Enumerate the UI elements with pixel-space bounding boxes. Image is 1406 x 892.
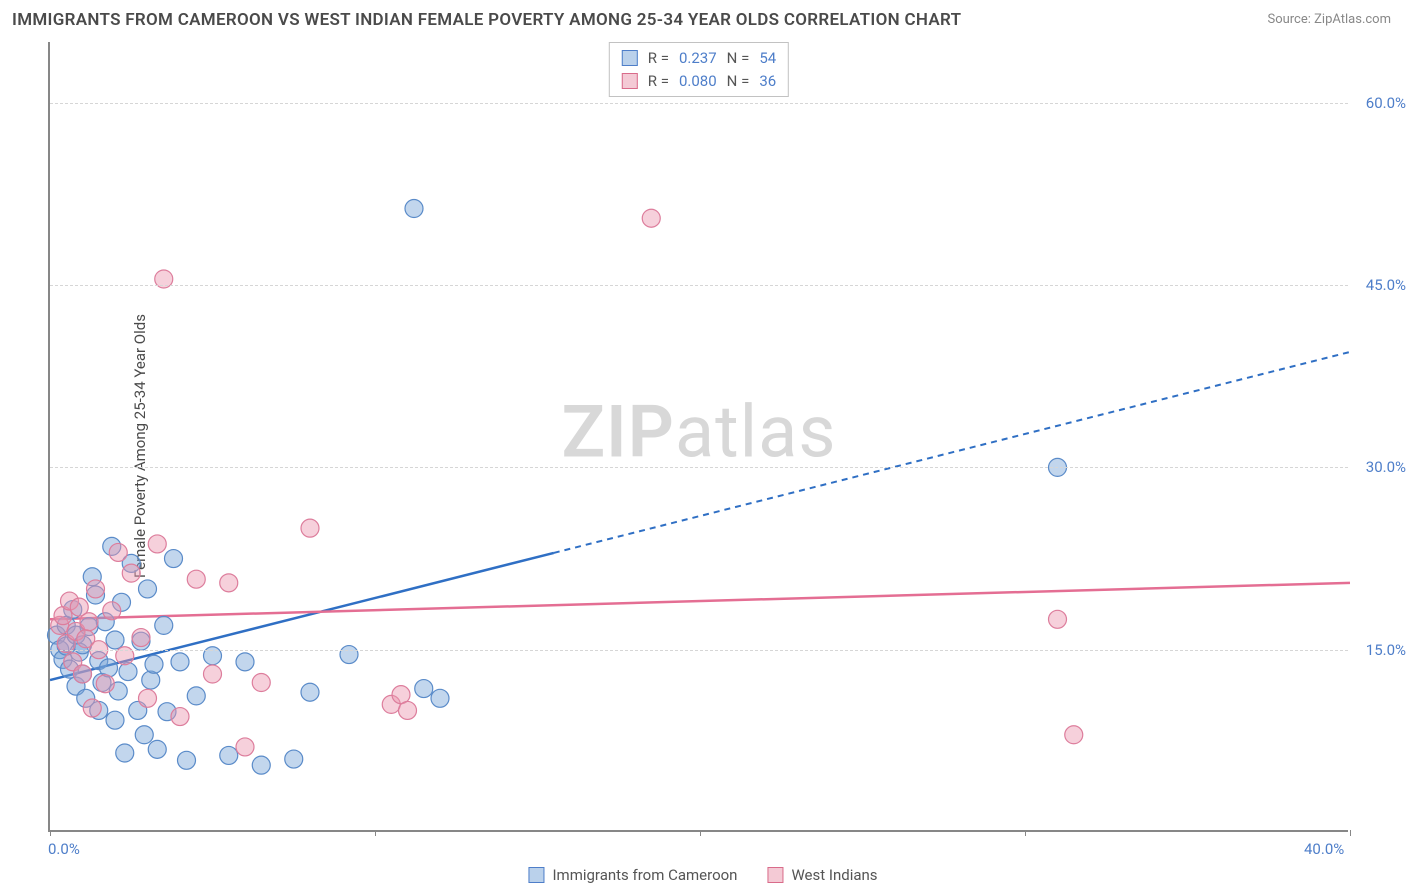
data-point [80, 613, 98, 631]
legend-row-pink: R = 0.080 N = 36 [622, 70, 776, 93]
legend-item-cameroon: Immigrants from Cameroon [528, 866, 737, 884]
data-point [187, 570, 205, 588]
legend-label-westindian: West Indians [791, 866, 877, 884]
data-point [148, 740, 166, 758]
y-tick-label: 15.0% [1366, 641, 1406, 659]
data-point [103, 602, 121, 620]
data-point [109, 543, 127, 561]
gridline [50, 285, 1348, 286]
data-point [87, 580, 105, 598]
data-point [187, 687, 205, 705]
x-tick [1350, 830, 1351, 836]
n-value-pink: 36 [759, 70, 776, 93]
data-point [642, 209, 660, 227]
x-tick-label: 0.0% [48, 840, 80, 858]
x-tick [50, 830, 51, 836]
data-point [148, 535, 166, 553]
regression-line-dashed [554, 352, 1350, 553]
data-point [252, 756, 270, 774]
legend-item-westindian: West Indians [767, 866, 877, 884]
legend-label-cameroon: Immigrants from Cameroon [552, 866, 737, 884]
swatch-blue-icon [622, 50, 638, 66]
data-point [405, 200, 423, 218]
data-point [204, 665, 222, 683]
r-value-blue: 0.237 [679, 47, 717, 70]
data-point [155, 616, 173, 634]
data-point [165, 550, 183, 568]
legend-series: Immigrants from Cameroon West Indians [528, 866, 877, 884]
x-tick [1025, 830, 1026, 836]
n-label: N = [727, 70, 750, 93]
data-point [178, 751, 196, 769]
data-point [106, 631, 124, 649]
plot-area: ZIPatlas R = 0.237 N = 54 R = 0.080 N = … [48, 42, 1348, 832]
data-point [340, 646, 358, 664]
data-point [285, 750, 303, 768]
r-value-pink: 0.080 [679, 70, 717, 93]
data-point [116, 744, 134, 762]
r-label: R = [648, 70, 669, 93]
x-tick [375, 830, 376, 836]
x-tick-label: 40.0% [1304, 840, 1344, 858]
x-tick [700, 830, 701, 836]
data-point [301, 519, 319, 537]
n-value-blue: 54 [759, 47, 776, 70]
data-point [171, 708, 189, 726]
y-tick-label: 60.0% [1366, 94, 1406, 112]
swatch-blue-icon [528, 867, 544, 883]
data-point [106, 711, 124, 729]
data-point [122, 564, 140, 582]
legend-correlation-stats: R = 0.237 N = 54 R = 0.080 N = 36 [609, 42, 789, 97]
legend-row-blue: R = 0.237 N = 54 [622, 47, 776, 70]
regression-line [50, 583, 1350, 619]
data-point [135, 726, 153, 744]
chart-title: IMMIGRANTS FROM CAMEROON VS WEST INDIAN … [12, 10, 961, 30]
data-point [145, 655, 163, 673]
data-point [83, 699, 101, 717]
gridline [50, 467, 1348, 468]
data-point [100, 659, 118, 677]
y-tick-label: 30.0% [1366, 458, 1406, 476]
y-tick-label: 45.0% [1366, 276, 1406, 294]
data-point [431, 689, 449, 707]
correlation-chart: IMMIGRANTS FROM CAMEROON VS WEST INDIAN … [0, 0, 1406, 892]
data-point [1065, 726, 1083, 744]
data-point [1049, 610, 1067, 628]
plot-svg [50, 42, 1348, 830]
data-point [220, 574, 238, 592]
data-point [301, 683, 319, 701]
data-point [399, 701, 417, 719]
data-point [132, 629, 150, 647]
data-point [415, 680, 433, 698]
data-point [96, 675, 114, 693]
swatch-pink-icon [622, 73, 638, 89]
data-point [74, 665, 92, 683]
data-point [252, 674, 270, 692]
source-attribution: Source: ZipAtlas.com [1267, 12, 1391, 27]
data-point [236, 738, 254, 756]
data-point [220, 746, 238, 764]
swatch-pink-icon [767, 867, 783, 883]
data-point [236, 653, 254, 671]
gridline [50, 103, 1348, 104]
r-label: R = [648, 47, 669, 70]
gridline [50, 650, 1348, 651]
data-point [142, 671, 160, 689]
data-point [119, 663, 137, 681]
data-point [171, 653, 189, 671]
data-point [139, 689, 157, 707]
n-label: N = [727, 47, 750, 70]
data-point [139, 580, 157, 598]
